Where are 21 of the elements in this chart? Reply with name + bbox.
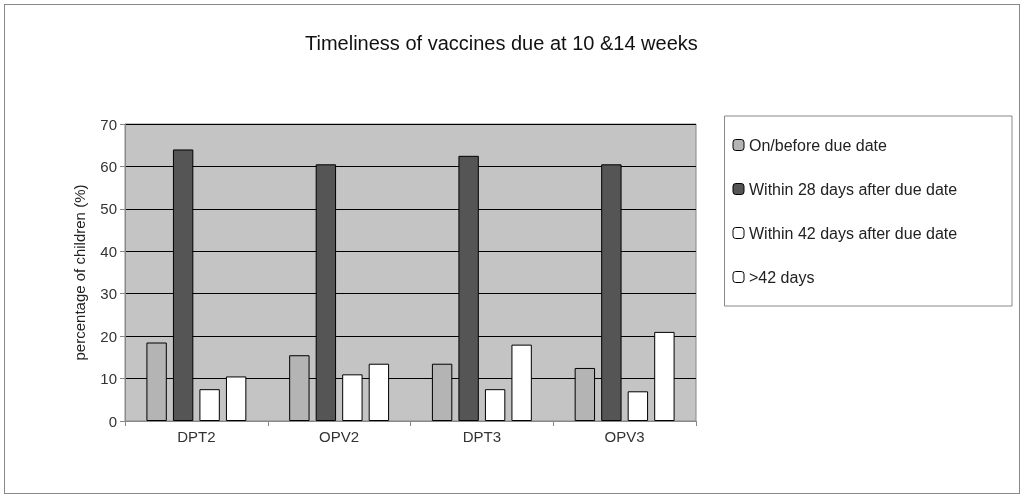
chart-title: Timeliness of vaccines due at 10 &14 weeks [305,32,698,54]
y-tick-label: 50 [100,200,117,218]
y-tick-label: 70 [100,115,117,133]
legend-label: On/before due date [749,136,887,154]
bar [484,389,506,421]
y-axis-title: percentage of children (%) [71,184,88,361]
x-tick-label: DPT2 [177,428,216,445]
bar [627,391,649,421]
y-tick-label: 10 [100,370,117,388]
legend-label: Within 42 days after due date [749,224,958,242]
y-tick-label: 40 [100,242,117,260]
y-tick-label: 0 [108,412,117,430]
y-tick-label: 60 [100,157,117,175]
x-tick-label: OPV3 [604,428,645,445]
x-tick-label: DPT3 [462,428,502,445]
bar [199,389,220,421]
y-tick-label: 30 [100,285,117,303]
legend-label: >42 days [749,268,815,286]
legend-label: Within 28 days after due date [749,180,958,198]
y-tick-label: 20 [100,327,117,345]
x-tick-label: OPV2 [319,428,360,445]
